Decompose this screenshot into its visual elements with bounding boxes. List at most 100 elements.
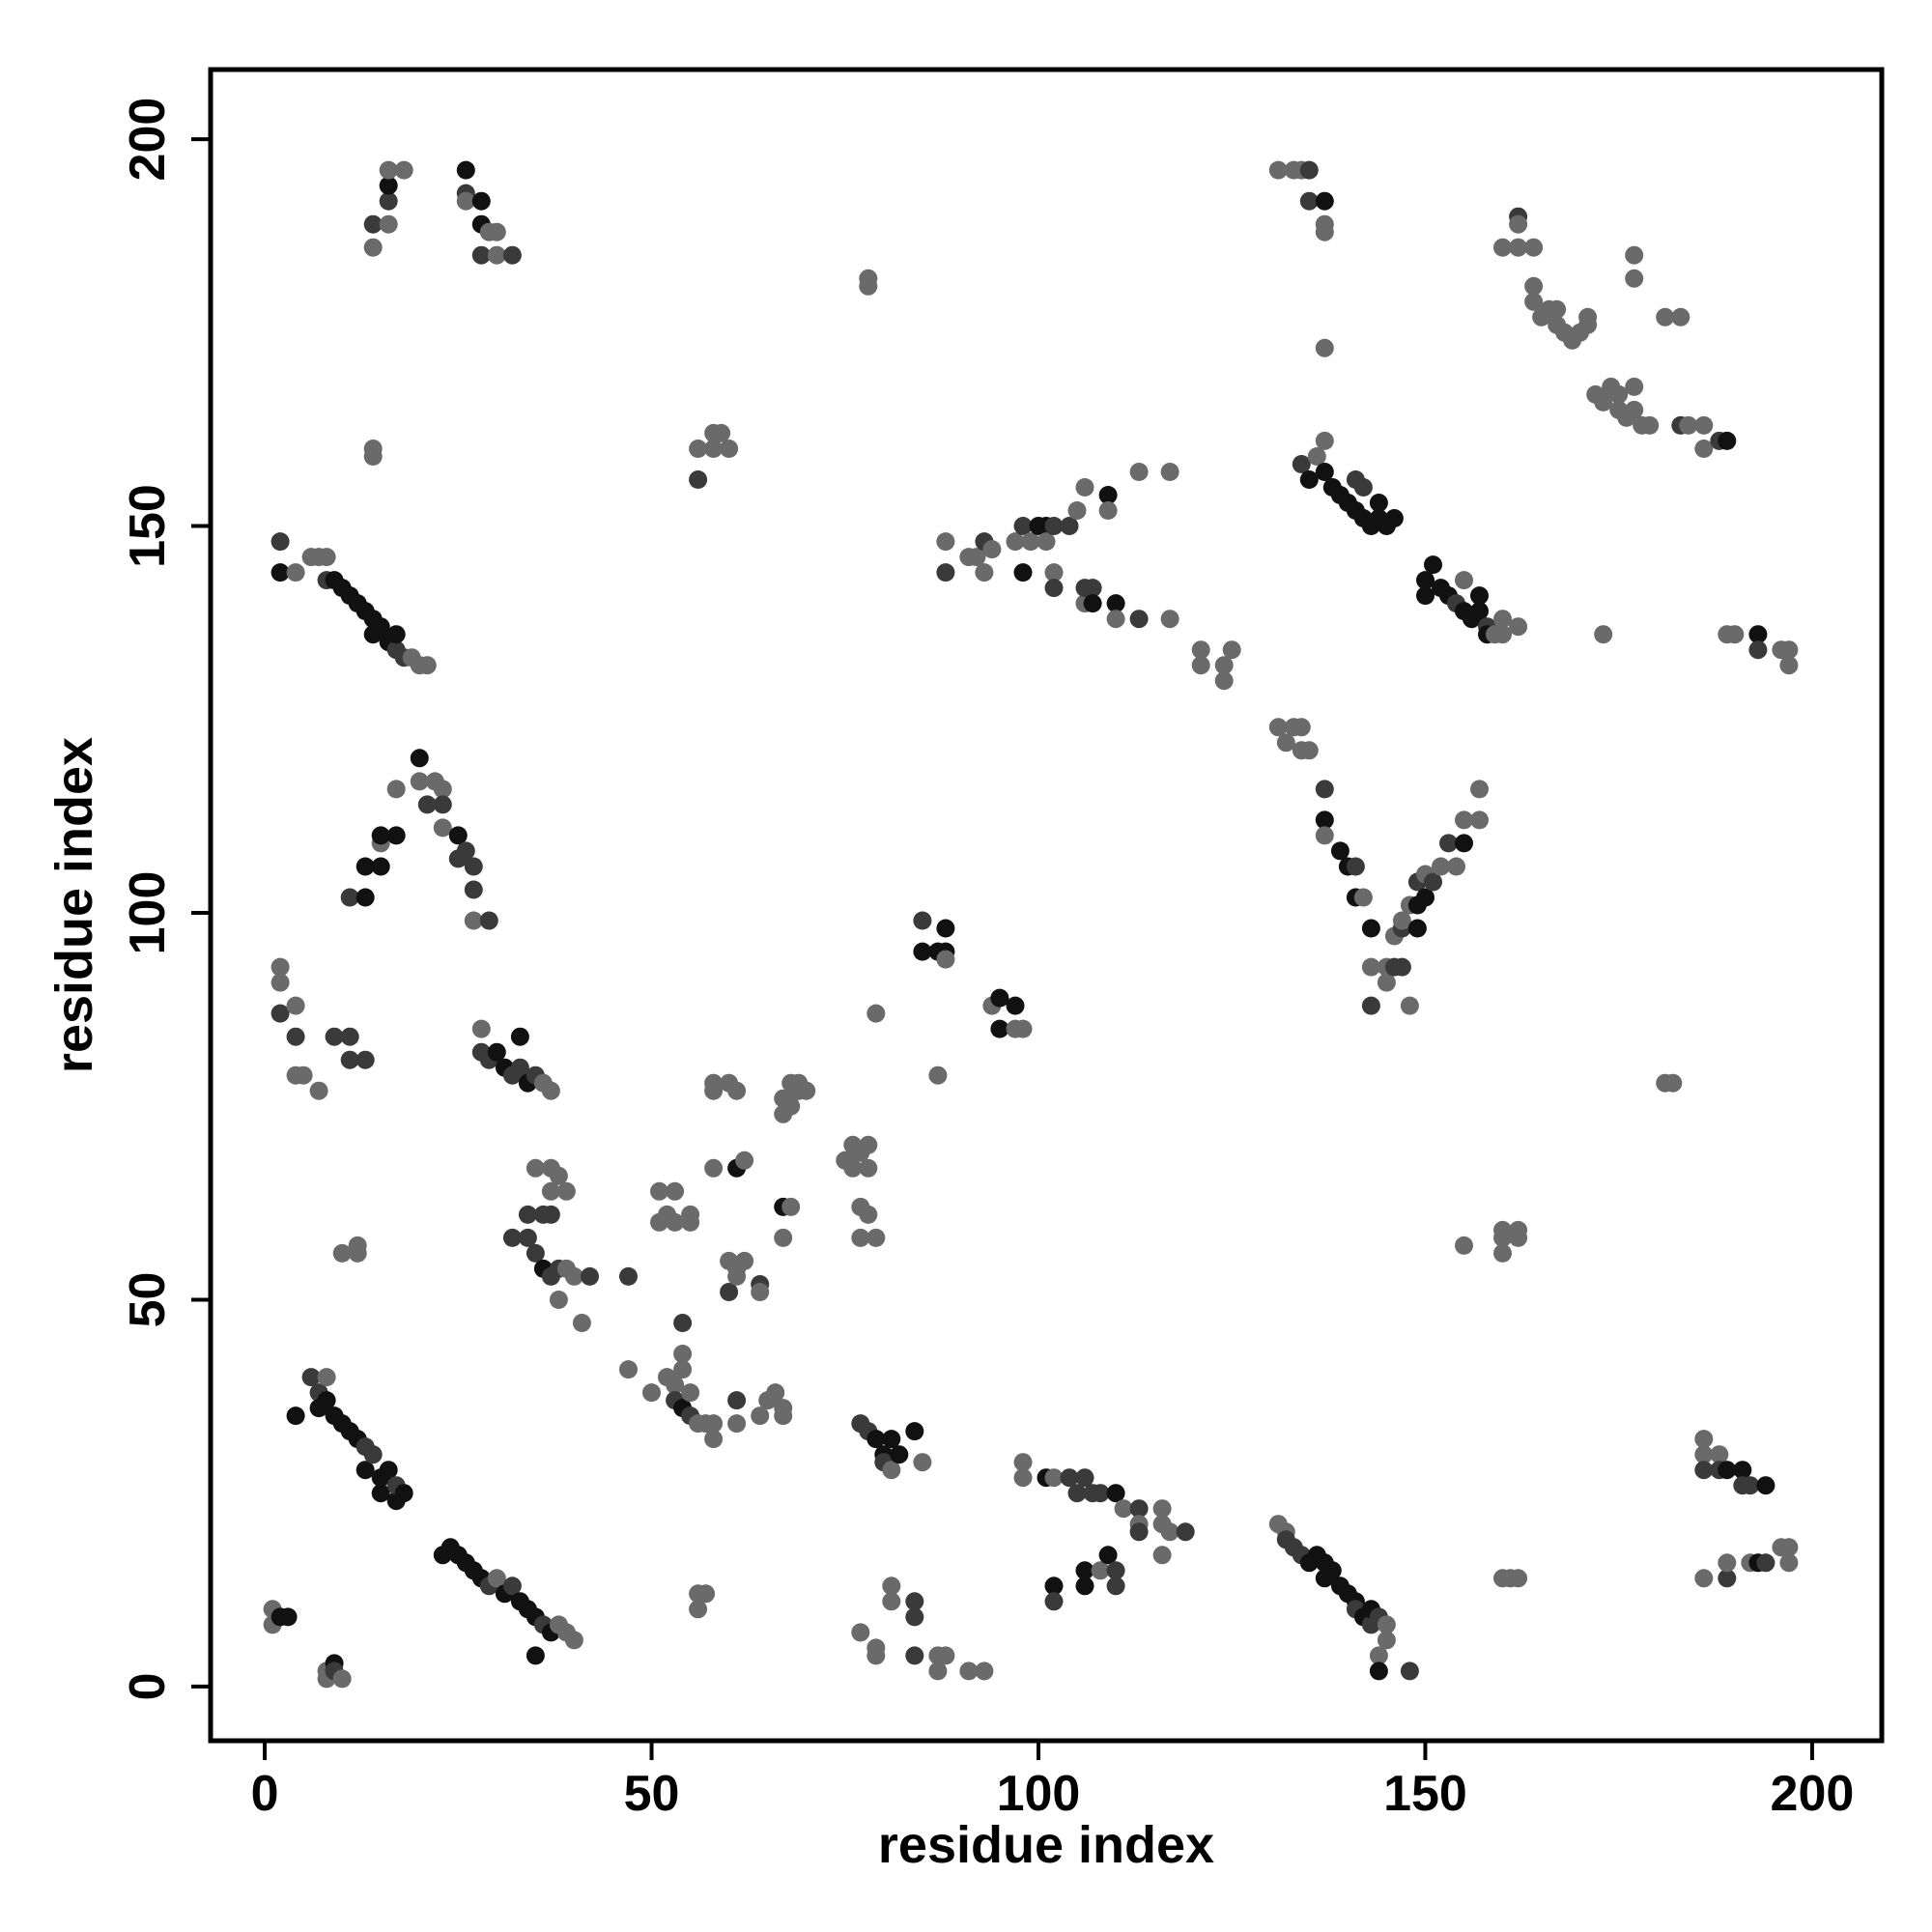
- data-point: [1160, 463, 1179, 481]
- data-point: [1075, 1561, 1094, 1580]
- data-point: [1694, 415, 1714, 435]
- data-point: [1214, 671, 1234, 691]
- data-point: [487, 1569, 506, 1588]
- data-point: [526, 1158, 545, 1178]
- data-point: [1013, 517, 1033, 535]
- data-point: [712, 423, 731, 442]
- data-point: [1091, 1561, 1110, 1580]
- data-point: [1416, 586, 1435, 606]
- data-point: [278, 1607, 298, 1627]
- data-point: [433, 780, 452, 799]
- data-point: [1694, 1461, 1714, 1480]
- data-point: [355, 857, 375, 876]
- data-point: [410, 749, 429, 768]
- data-point: [355, 1050, 375, 1069]
- data-point: [1524, 238, 1544, 257]
- data-point: [1748, 625, 1768, 644]
- data-point: [696, 1584, 716, 1604]
- data-point: [735, 1251, 754, 1270]
- data-point: [1044, 1592, 1064, 1611]
- data-point: [1106, 594, 1125, 613]
- data-point: [781, 1197, 801, 1216]
- data-point: [673, 1360, 693, 1379]
- data-point: [689, 440, 708, 458]
- data-point: [1609, 384, 1629, 404]
- data-point: [1377, 1631, 1396, 1650]
- y-tick-label: 100: [120, 871, 176, 955]
- data-point: [1299, 741, 1319, 760]
- data-point: [1663, 1073, 1683, 1093]
- data-point: [727, 1391, 747, 1410]
- data-point: [1191, 640, 1210, 660]
- data-point: [309, 1081, 328, 1100]
- data-point: [549, 1291, 568, 1309]
- data-point: [1307, 447, 1326, 466]
- data-point: [363, 238, 383, 257]
- data-point: [913, 942, 932, 961]
- data-point: [1625, 400, 1644, 419]
- data-point: [270, 1004, 290, 1023]
- data-point: [301, 1368, 321, 1387]
- data-point: [975, 563, 994, 582]
- data-point: [890, 1445, 909, 1464]
- x-tick-label: 100: [997, 1766, 1081, 1822]
- data-point: [1353, 888, 1373, 907]
- data-point: [982, 540, 1002, 559]
- data-point: [867, 1004, 886, 1023]
- data-point: [1470, 602, 1489, 621]
- data-point: [681, 1205, 700, 1224]
- data-point: [1493, 1243, 1512, 1263]
- data-point: [502, 1228, 522, 1247]
- data-point: [363, 447, 383, 466]
- data-point: [1160, 610, 1179, 629]
- data-point: [286, 996, 305, 1015]
- data-point: [1493, 238, 1512, 257]
- data-point: [1222, 640, 1241, 660]
- data-point: [751, 1406, 770, 1426]
- data-point: [1671, 307, 1690, 327]
- plot-frame: [208, 67, 1885, 1744]
- data-point: [1160, 1522, 1179, 1542]
- data-point: [882, 1592, 901, 1611]
- y-tick-label: 0: [120, 1672, 176, 1700]
- data-point: [882, 1461, 901, 1480]
- data-point: [371, 617, 390, 637]
- data-point: [1152, 1499, 1172, 1519]
- data-point: [1470, 810, 1489, 830]
- data-point: [1006, 532, 1025, 552]
- data-point: [1509, 1228, 1528, 1247]
- x-tick-label: 150: [1383, 1766, 1467, 1822]
- data-point: [464, 880, 483, 899]
- data-point: [843, 1158, 863, 1178]
- data-point: [1377, 517, 1396, 535]
- data-point: [975, 1662, 994, 1681]
- data-point: [386, 826, 406, 845]
- data-point: [510, 1058, 529, 1077]
- data-point: [564, 1631, 583, 1650]
- data-point: [1524, 292, 1544, 311]
- data-point: [1377, 1615, 1396, 1634]
- data-point: [286, 1406, 305, 1426]
- data-point: [317, 548, 336, 567]
- data-point: [1455, 810, 1473, 830]
- data-point: [1315, 463, 1334, 481]
- x-axis-title: residue index: [878, 1816, 1214, 1874]
- data-point: [1013, 1468, 1033, 1488]
- y-tick-label: 50: [120, 1272, 176, 1328]
- data-point: [1330, 841, 1350, 861]
- data-point: [541, 1081, 560, 1100]
- data-point: [666, 1212, 685, 1232]
- data-point: [751, 1283, 770, 1301]
- data-point: [448, 826, 468, 845]
- data-point: [1493, 1228, 1512, 1247]
- data-point: [928, 1065, 948, 1085]
- data-point: [487, 245, 506, 265]
- data-point: [502, 245, 522, 265]
- data-point: [549, 1166, 568, 1185]
- data-point: [928, 1662, 948, 1681]
- data-point: [581, 1266, 599, 1286]
- data-point: [704, 1414, 724, 1434]
- data-point: [1098, 486, 1118, 504]
- data-point: [1075, 478, 1094, 497]
